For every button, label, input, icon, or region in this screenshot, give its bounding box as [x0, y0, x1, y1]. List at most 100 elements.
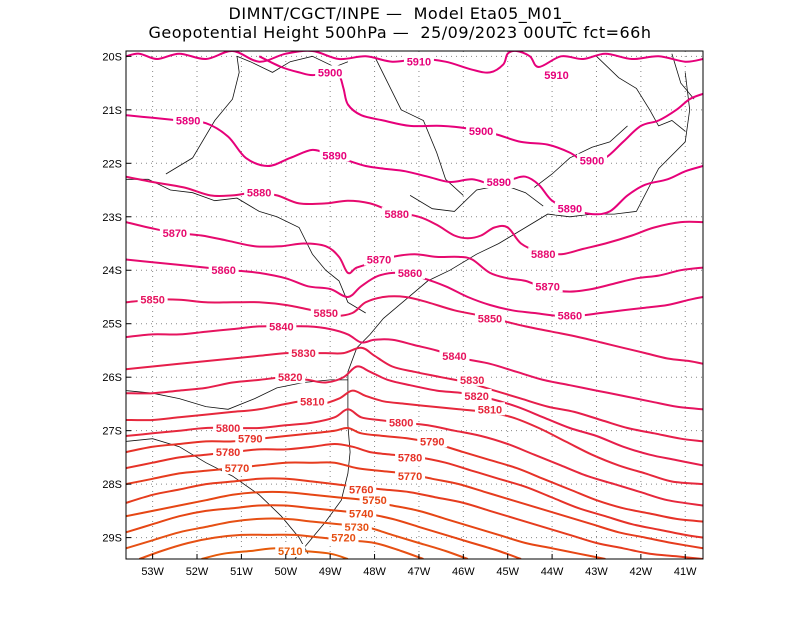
contour-label: 5900: [318, 67, 342, 79]
contour-label-bg: [386, 415, 417, 429]
contour-5710: [201, 547, 349, 559]
contour-5880: [126, 175, 703, 256]
contour-label: 5830: [291, 348, 315, 360]
contour-label-bg: [346, 482, 377, 496]
contour-5870: [126, 221, 703, 293]
x-tick-label: 50W: [274, 566, 297, 578]
contour-label: 5850: [313, 308, 337, 320]
contour-label-bg: [213, 420, 244, 434]
contour-labels: 5910 5910 5900 5900 5900 5890 5890 5890 5890 5880…: [137, 54, 608, 558]
contour-5810: [126, 389, 703, 486]
contour-label-bg: [541, 68, 572, 82]
contour-label-bg: [532, 279, 563, 293]
y-tick-label: 27S: [102, 426, 122, 438]
contour-5840: [126, 325, 703, 411]
contour-label: 5880: [531, 249, 555, 261]
contour-label: 5890: [487, 177, 511, 189]
y-tick-label: 29S: [102, 533, 122, 545]
contour-5730: [126, 517, 469, 559]
contour-label: 5710: [278, 546, 302, 558]
contour-label-bg: [457, 372, 488, 386]
contour-label: 5800: [389, 418, 413, 430]
contour-5820: [126, 365, 703, 467]
x-tick-label: 47W: [408, 566, 431, 578]
contour-label: 5850: [140, 295, 164, 307]
contour-label-bg: [244, 185, 275, 199]
contour-5890: [126, 114, 703, 216]
contour-label: 5900: [580, 156, 604, 168]
contour-label: 5910: [407, 57, 431, 69]
map-frame: [125, 50, 704, 560]
contour-label-bg: [266, 319, 297, 333]
contour-label-bg: [235, 431, 266, 445]
contour-label: 5800: [216, 423, 240, 435]
contour-label: 5840: [269, 321, 293, 333]
contour-label-bg: [275, 370, 306, 384]
title-line-1: DIMNT/CGCT/INPE — Model Eta05_M01_: [228, 4, 572, 23]
contour-label: 5850: [478, 313, 502, 325]
contour-label: 5830: [460, 375, 484, 387]
contour-label-bg: [439, 348, 470, 362]
coastline-segment: [374, 56, 464, 196]
longitude-axis: 53W 52W 51W 50W 49W 48W 47W 46W 45W 44W 43W 42W 41W: [141, 554, 697, 578]
contour-label-bg: [297, 394, 328, 408]
coastline-segment: [126, 438, 309, 554]
contour-label-bg: [474, 402, 505, 416]
y-tick-label: 25S: [102, 319, 122, 331]
x-tick-label: 51W: [230, 566, 253, 578]
contour-label-bg: [554, 201, 585, 215]
contour-label-bg: [213, 445, 244, 459]
contour-label-bg: [159, 225, 190, 239]
contour-label-bg: [288, 346, 319, 360]
contour-5830: [126, 346, 703, 443]
x-tick-label: 42W: [630, 566, 653, 578]
coastline-segment: [671, 53, 695, 100]
coastline-segment: [409, 184, 544, 212]
contour-label: 5900: [469, 126, 493, 138]
contour-label-bg: [403, 54, 434, 68]
contour-label: 5870: [535, 281, 559, 293]
contour-label: 5860: [398, 268, 422, 280]
contour-label: 5790: [420, 436, 444, 448]
y-tick-label: 23S: [102, 212, 122, 224]
y-tick-label: 24S: [102, 265, 122, 277]
contour-label-bg: [461, 388, 492, 402]
x-tick-label: 52W: [186, 566, 209, 578]
y-tick-label: 28S: [102, 479, 122, 491]
x-tick-label: 41W: [674, 566, 697, 578]
contour-label: 5870: [367, 255, 391, 267]
contour-label-bg: [359, 493, 390, 507]
contour-label: 5810: [300, 396, 324, 408]
contour-label-bg: [310, 306, 341, 320]
contour-5850: [126, 295, 703, 365]
contour-label-bg: [474, 311, 505, 325]
coastline-segment: [165, 56, 240, 175]
contour-label-bg: [466, 124, 497, 138]
contour-label: 5790: [238, 434, 262, 446]
contour-label-bg: [381, 207, 412, 221]
title-line-2: Geopotential Height 500hPa — 25/09/2023 …: [148, 23, 652, 42]
y-tick-label: 21S: [102, 105, 122, 117]
contour-label: 5890: [322, 150, 346, 162]
contour-label-bg: [315, 65, 346, 79]
contour-label: 5720: [331, 533, 355, 545]
x-tick-label: 49W: [319, 566, 342, 578]
contour-label-bg: [221, 461, 252, 475]
contour-label: 5910: [544, 70, 568, 82]
contour-label: 5770: [225, 463, 249, 475]
contour-5720: [138, 533, 424, 559]
contour-label-bg: [346, 506, 377, 520]
y-tick-label: 22S: [102, 158, 122, 170]
latitude-axis: 20S 21S 22S 23S 24S 25S 26S 27S 28S 29S: [102, 51, 131, 545]
contour-label-bg: [417, 434, 448, 448]
contour-5760: [126, 477, 703, 559]
contour-label-bg: [577, 153, 608, 167]
contour-label: 5780: [398, 452, 422, 464]
x-tick-label: 44W: [541, 566, 564, 578]
contour-label: 5880: [385, 209, 409, 221]
contour-label: 5890: [176, 116, 200, 128]
contour-label-bg: [395, 469, 426, 483]
x-tick-label: 43W: [585, 566, 608, 578]
contour-label-bg: [554, 308, 585, 322]
